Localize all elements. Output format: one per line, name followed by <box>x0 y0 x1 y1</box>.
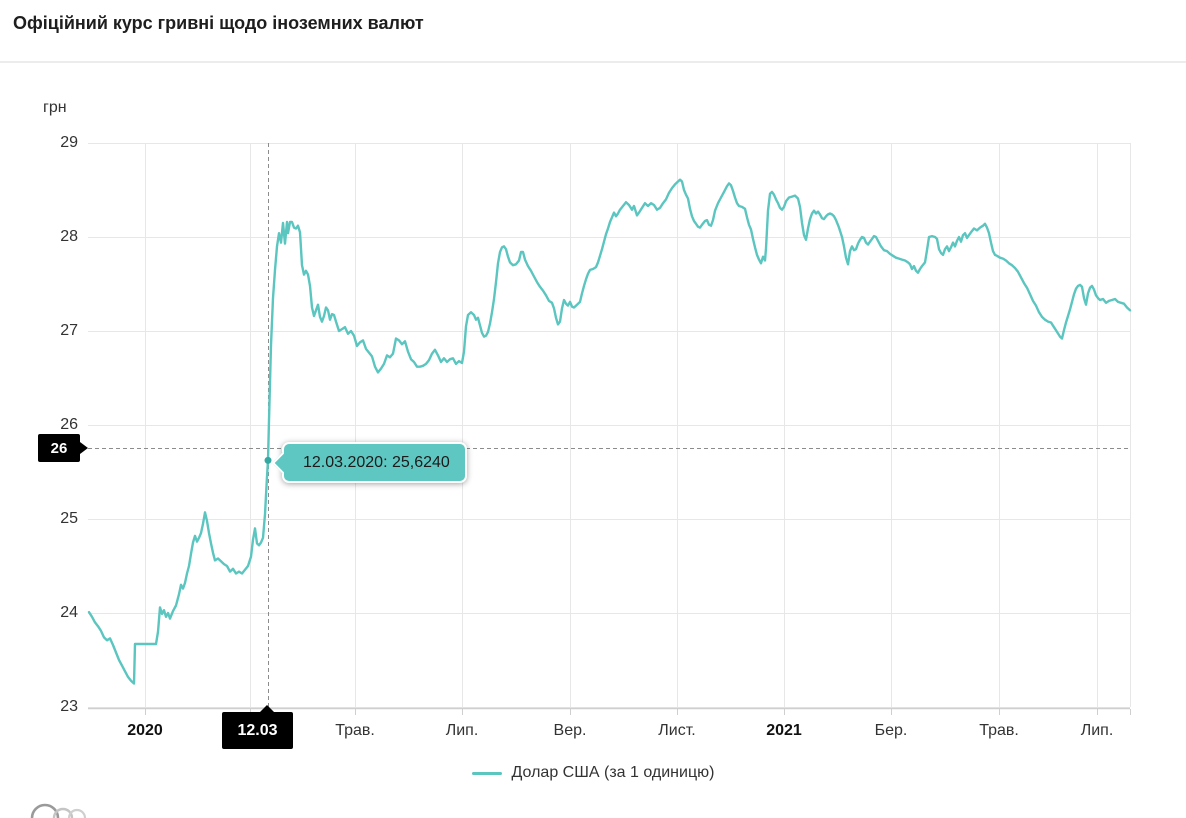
series-line-usd[interactable] <box>87 178 1132 685</box>
crosshair-x-value-box: 12.03 <box>222 705 293 749</box>
y-axis-label: 26 <box>60 416 78 433</box>
y-axis-label: 25 <box>60 510 78 527</box>
y-axis-label: 23 <box>60 698 78 715</box>
y-axis-label: 28 <box>60 228 78 245</box>
legend-item-usd[interactable]: Долар США (за 1 одиницю) <box>471 764 715 782</box>
chart-legend: Долар США (за 1 одиницю) <box>0 764 1186 782</box>
x-axis-label: Трав. <box>979 722 1019 739</box>
legend-label: Долар США (за 1 одиницю) <box>511 764 715 781</box>
x-axis-label: Лип. <box>445 722 479 739</box>
tooltip-text: 12.03.2020: 25,6240 <box>303 453 450 471</box>
x-axis-label: Лип. <box>1080 722 1114 739</box>
y-axis-label: 29 <box>60 134 78 151</box>
page-title: Офіційний курс гривні щодо іноземних вал… <box>13 13 424 33</box>
y-axis-label: 24 <box>60 604 78 621</box>
x-axis-label: 2020 <box>127 722 163 739</box>
x-axis-label: Трав. <box>335 722 375 739</box>
legend-line-swatch <box>471 771 502 775</box>
x-axis-label: Лист. <box>658 722 696 739</box>
x-axis-label: Бер. <box>874 722 908 739</box>
crosshair-y-value-box: 26 <box>38 434 80 462</box>
hover-point-marker <box>264 456 272 464</box>
title-divider <box>0 61 1186 63</box>
y-axis-unit-label: грн <box>43 99 67 116</box>
chart-tooltip: 12.03.2020: 25,6240 <box>271 442 467 484</box>
y-axis-label: 27 <box>60 322 78 339</box>
x-axis-label: 2021 <box>766 722 802 739</box>
x-axis-label: Вер. <box>553 722 587 739</box>
site-logo-partial <box>30 803 87 818</box>
